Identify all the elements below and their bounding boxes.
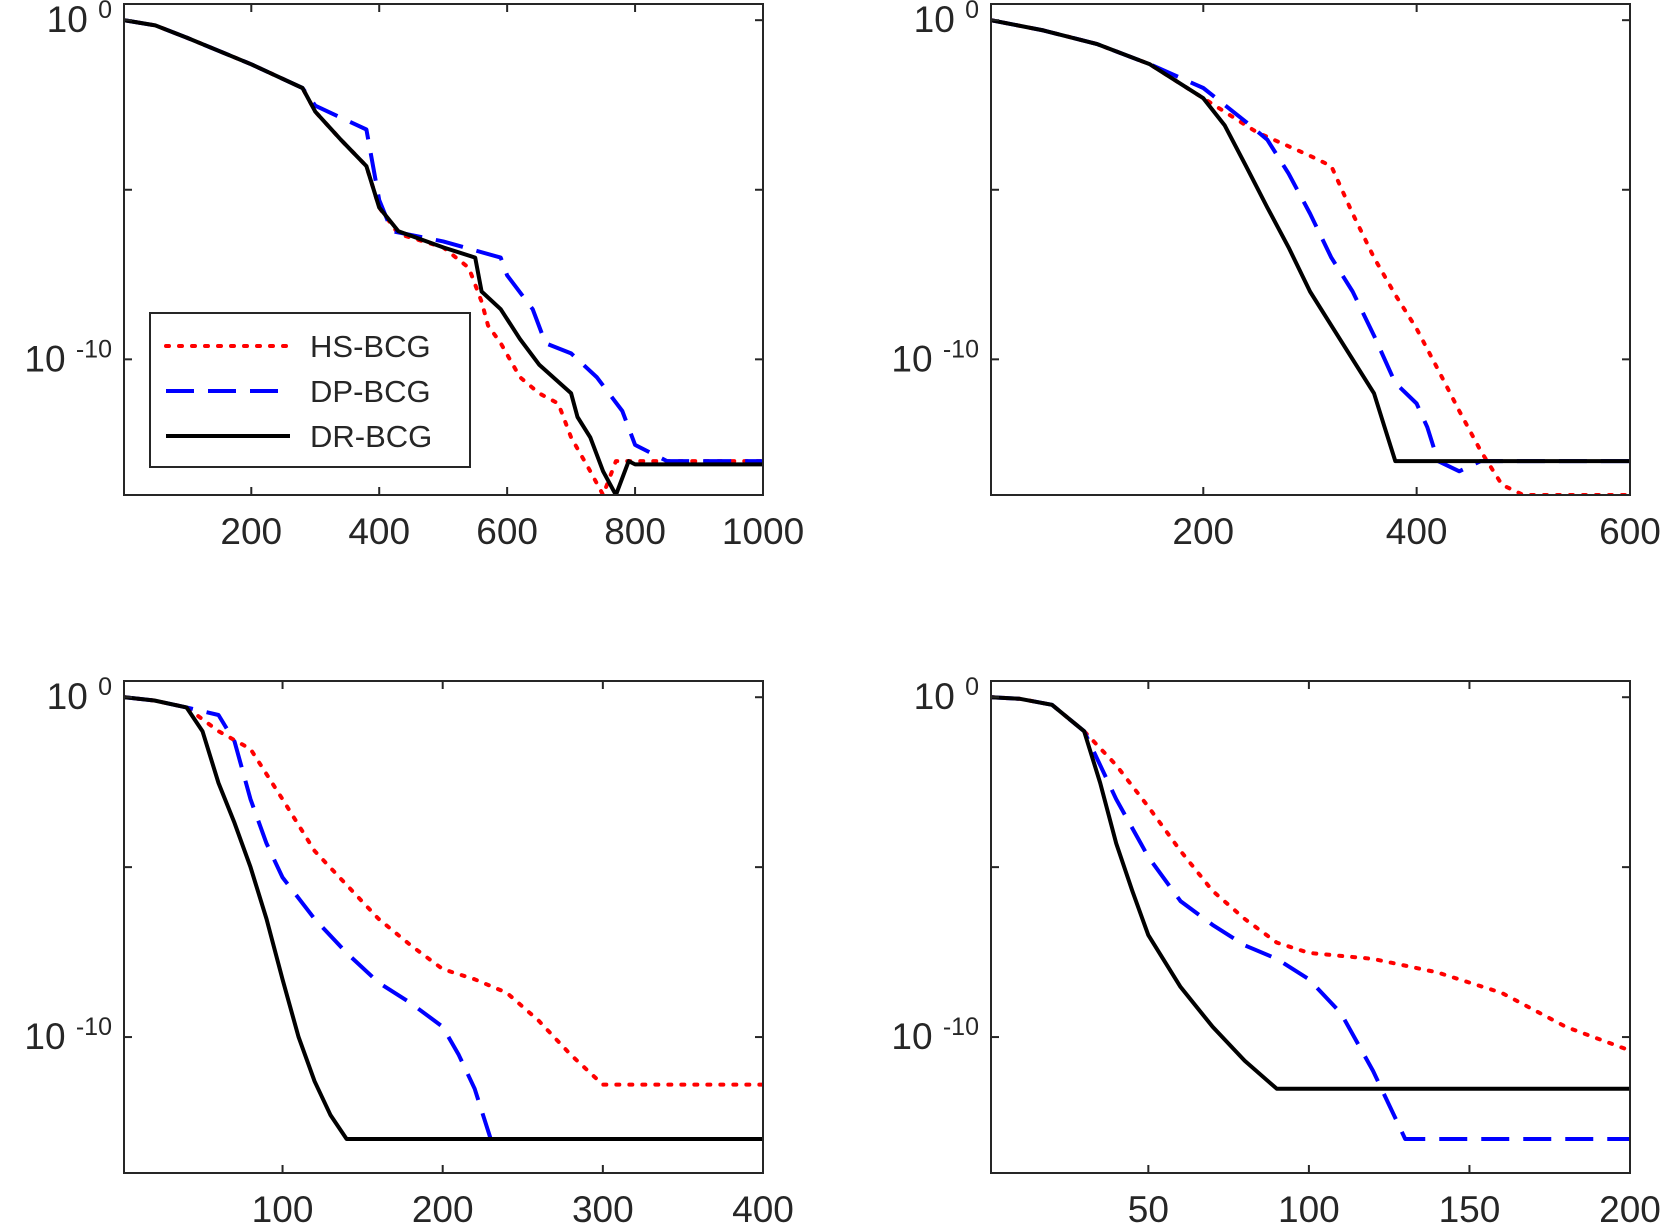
y-tick-label: 10 0 (914, 0, 979, 40)
series-line-hs-bcg (991, 695, 1630, 1053)
y-tick-label: 10 0 (914, 673, 979, 717)
x-tick-label: 150 (1439, 1189, 1501, 1230)
series-group (991, 18, 1630, 495)
y-tick-label-base: 10 (47, 0, 98, 40)
y-tick-label-exponent: -10 (943, 335, 979, 363)
x-tick-label: 200 (220, 511, 282, 552)
y-tick-label-base: 10 (914, 0, 965, 40)
y-tick-label: 10 -10 (891, 1013, 979, 1057)
y-tick-label-base: 10 (914, 676, 965, 717)
series-line-dr-bcg (124, 18, 763, 495)
x-tick-label: 100 (252, 1189, 314, 1230)
y-tick-label: 10 -10 (24, 335, 112, 379)
series-line-hs-bcg (124, 695, 763, 1087)
x-tick-label: 50 (1128, 1189, 1169, 1230)
x-tick-label: 400 (348, 511, 410, 552)
axes-box (990, 3, 1631, 496)
y-tick-label: 10 0 (47, 0, 112, 40)
series-group (124, 18, 763, 495)
legend-label: HS-BCG (310, 329, 431, 364)
y-tick-label-exponent: 0 (965, 673, 979, 701)
series-line-dr-bcg (124, 695, 763, 1141)
x-tick-label: 400 (1386, 511, 1448, 552)
axes-box (990, 680, 1631, 1174)
y-tick-label: 10 0 (47, 673, 112, 717)
y-tick-label-base: 10 (47, 676, 98, 717)
x-tick-label: 600 (1599, 511, 1661, 552)
y-tick-label-exponent: 0 (98, 673, 112, 701)
x-tick-label: 200 (1599, 1189, 1661, 1230)
x-tick-label: 200 (412, 1189, 474, 1230)
x-tick-label: 600 (476, 511, 538, 552)
axes-box (123, 3, 764, 496)
series-line-dp-bcg (124, 695, 763, 1141)
series-group (991, 695, 1630, 1141)
y-tick-label-base: 10 (24, 1016, 75, 1057)
y-tick-label-exponent: 0 (98, 0, 112, 24)
series-line-dr-bcg (991, 18, 1630, 464)
series-line-dp-bcg (991, 695, 1630, 1141)
series-line-hs-bcg (991, 18, 1630, 495)
series-group (124, 695, 763, 1141)
x-tick-label: 400 (732, 1189, 794, 1230)
y-tick-label: 10 -10 (24, 1013, 112, 1057)
y-tick-label-exponent: 0 (965, 0, 979, 24)
y-tick-label-base: 10 (891, 338, 942, 379)
y-tick-label-base: 10 (891, 1016, 942, 1057)
y-tick-label-exponent: -10 (76, 335, 112, 363)
y-tick-label: 10 -10 (891, 335, 979, 379)
x-tick-label: 300 (572, 1189, 634, 1230)
x-tick-label: 1000 (722, 511, 804, 552)
x-tick-label: 100 (1278, 1189, 1340, 1230)
series-line-dp-bcg (991, 18, 1630, 474)
x-tick-label: 200 (1172, 511, 1234, 552)
axes-box (123, 680, 764, 1174)
legend: HS-BCG DP-BCG DR-BCG (149, 312, 471, 468)
series-line-dr-bcg (991, 695, 1630, 1091)
y-tick-label-exponent: -10 (943, 1013, 979, 1041)
y-tick-label-base: 10 (24, 338, 75, 379)
legend-label: DR-BCG (310, 419, 432, 454)
y-tick-label-exponent: -10 (76, 1013, 112, 1041)
x-tick-label: 800 (604, 511, 666, 552)
legend-label: DP-BCG (310, 374, 431, 409)
legend-box (149, 312, 471, 468)
